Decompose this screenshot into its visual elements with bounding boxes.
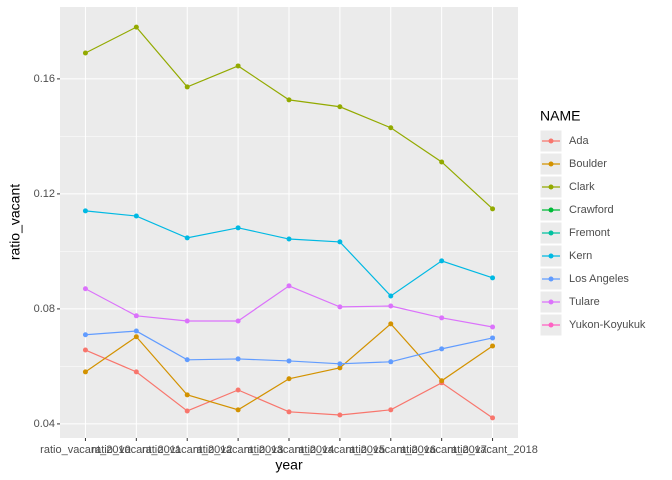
- x-tick-label: ratio_vacant_2014: [244, 444, 335, 456]
- legend-label: Crawford: [569, 204, 614, 216]
- legend-label: Clark: [569, 181, 595, 193]
- x-axis-label: year: [275, 457, 303, 473]
- point: [286, 236, 292, 242]
- x-tick-label: ratio_vacant_2016: [346, 444, 437, 456]
- point: [235, 63, 241, 69]
- point: [235, 356, 241, 362]
- legend-point: [548, 276, 554, 282]
- x-tick-label: ratio_vacant_2012: [142, 444, 233, 456]
- point: [490, 335, 496, 341]
- point: [133, 369, 139, 375]
- point: [388, 359, 394, 365]
- point: [439, 346, 445, 352]
- legend-title: NAME: [540, 108, 580, 124]
- point: [439, 159, 445, 165]
- legend-label: Los Angeles: [569, 273, 629, 285]
- x-tick-label: ratio_vacant_2013: [193, 444, 284, 456]
- point: [82, 347, 88, 353]
- point: [337, 239, 343, 245]
- legend-point: [548, 322, 554, 328]
- y-tick-label: 0.08: [34, 303, 55, 315]
- point: [388, 303, 394, 309]
- point: [286, 283, 292, 289]
- point: [439, 315, 445, 321]
- legend-point: [548, 207, 554, 213]
- point: [133, 328, 139, 334]
- point: [235, 387, 241, 393]
- legend-point: [548, 230, 554, 236]
- point: [184, 357, 190, 363]
- x-tick-label: ratio_vacant_2010: [40, 444, 131, 456]
- point: [337, 412, 343, 418]
- point: [82, 369, 88, 375]
- point: [337, 361, 343, 367]
- y-tick-label: 0.12: [34, 188, 55, 200]
- point: [286, 358, 292, 364]
- y-axis-label: ratio_vacant: [7, 184, 23, 260]
- point: [82, 332, 88, 338]
- legend-label: Tulare: [569, 296, 600, 308]
- legend-label: Boulder: [569, 158, 607, 170]
- point: [337, 104, 343, 110]
- point: [388, 293, 394, 299]
- point: [286, 97, 292, 103]
- point: [184, 318, 190, 324]
- point: [82, 286, 88, 292]
- point: [388, 125, 394, 131]
- y-tick-label: 0.16: [34, 73, 55, 85]
- point: [388, 321, 394, 327]
- point: [490, 324, 496, 330]
- point: [133, 313, 139, 319]
- point: [439, 258, 445, 264]
- point: [490, 206, 496, 212]
- point: [490, 275, 496, 281]
- point: [235, 318, 241, 324]
- point: [133, 213, 139, 219]
- point: [286, 376, 292, 382]
- point: [133, 24, 139, 30]
- point: [337, 365, 343, 371]
- point: [184, 392, 190, 398]
- point: [388, 407, 394, 413]
- point: [235, 407, 241, 413]
- legend-label: Fremont: [569, 227, 610, 239]
- x-tick-label: ratio_vacant_2011: [91, 444, 181, 456]
- y-tick-label: 0.04: [34, 418, 55, 430]
- legend-point: [548, 253, 554, 259]
- legend-point: [548, 161, 554, 167]
- point: [439, 378, 445, 384]
- point: [235, 225, 241, 231]
- point: [133, 334, 139, 340]
- legend-label: Kern: [569, 250, 592, 262]
- legend-label: Yukon-Koyukuk: [569, 319, 646, 331]
- point: [82, 50, 88, 56]
- point: [286, 409, 292, 415]
- x-tick-label: ratio_vacant_2018: [447, 444, 538, 456]
- legend-point: [548, 299, 554, 305]
- point: [184, 84, 190, 90]
- legend-point: [548, 138, 554, 144]
- legend-point: [548, 184, 554, 190]
- legend-label: Ada: [569, 135, 589, 147]
- point: [490, 415, 496, 421]
- point: [184, 408, 190, 414]
- x-tick-label: ratio_vacant_2015: [295, 444, 386, 456]
- point: [337, 304, 343, 310]
- point: [490, 343, 496, 349]
- x-tick-label: ratio_vacant_2017: [396, 444, 487, 456]
- point: [82, 208, 88, 214]
- point: [184, 235, 190, 241]
